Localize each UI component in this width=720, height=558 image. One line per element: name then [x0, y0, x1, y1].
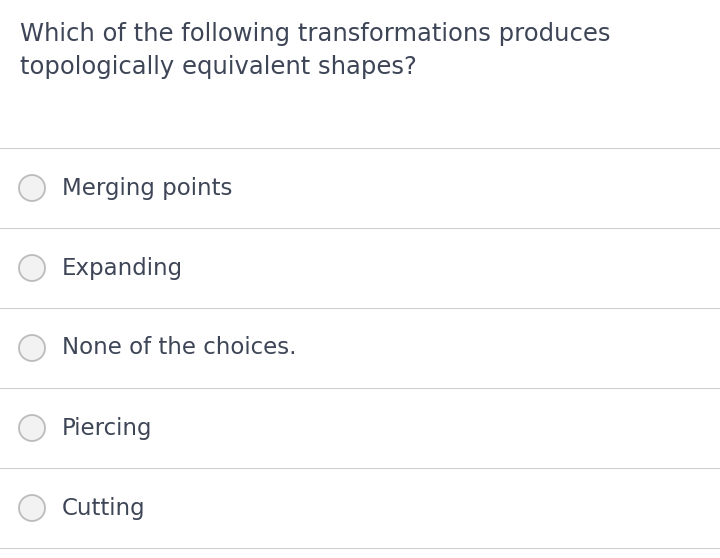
Text: None of the choices.: None of the choices. [62, 336, 297, 359]
Circle shape [19, 335, 45, 361]
Text: Piercing: Piercing [62, 416, 153, 440]
Text: Which of the following transformations produces
topologically equivalent shapes?: Which of the following transformations p… [20, 22, 611, 79]
Text: Merging points: Merging points [62, 176, 233, 200]
Text: Expanding: Expanding [62, 257, 183, 280]
Circle shape [19, 495, 45, 521]
Circle shape [19, 175, 45, 201]
Circle shape [19, 415, 45, 441]
Circle shape [19, 255, 45, 281]
Text: Cutting: Cutting [62, 497, 145, 519]
